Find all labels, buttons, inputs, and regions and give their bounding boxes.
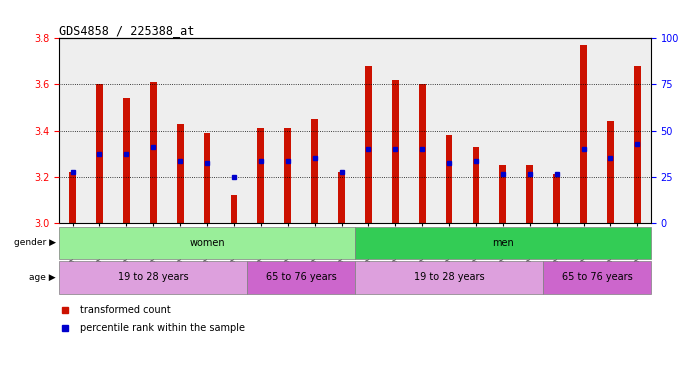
Bar (526, 165, 533, 223)
Bar (365, 66, 372, 223)
Bar (59, 261, 247, 294)
Bar (258, 128, 264, 223)
Bar (59, 227, 355, 259)
Text: age ▶: age ▶ (29, 273, 56, 282)
Text: gender ▶: gender ▶ (14, 238, 56, 247)
Bar (150, 82, 157, 223)
Bar (285, 128, 291, 223)
Bar (607, 121, 614, 223)
Bar (338, 172, 345, 223)
Bar (445, 135, 452, 223)
Bar (355, 227, 651, 259)
Bar (543, 261, 651, 294)
Bar (580, 45, 587, 223)
Bar (355, 261, 543, 294)
Text: 19 to 28 years: 19 to 28 years (118, 272, 189, 283)
Bar (419, 84, 425, 223)
Bar (473, 147, 480, 223)
Bar (69, 172, 76, 223)
Bar (553, 174, 560, 223)
Text: 65 to 76 years: 65 to 76 years (266, 272, 337, 283)
Text: 19 to 28 years: 19 to 28 years (413, 272, 484, 283)
Bar (311, 119, 318, 223)
Bar (123, 98, 129, 223)
Bar (247, 261, 355, 294)
Bar (204, 133, 210, 223)
Text: percentile rank within the sample: percentile rank within the sample (80, 323, 245, 333)
Text: 65 to 76 years: 65 to 76 years (562, 272, 633, 283)
Bar (634, 66, 641, 223)
Bar (177, 124, 184, 223)
Bar (230, 195, 237, 223)
Text: GDS4858 / 225388_at: GDS4858 / 225388_at (59, 24, 195, 37)
Text: women: women (189, 238, 225, 248)
Bar (392, 80, 399, 223)
Bar (500, 165, 506, 223)
Bar (96, 84, 103, 223)
Text: transformed count: transformed count (80, 305, 171, 314)
Text: men: men (492, 238, 514, 248)
